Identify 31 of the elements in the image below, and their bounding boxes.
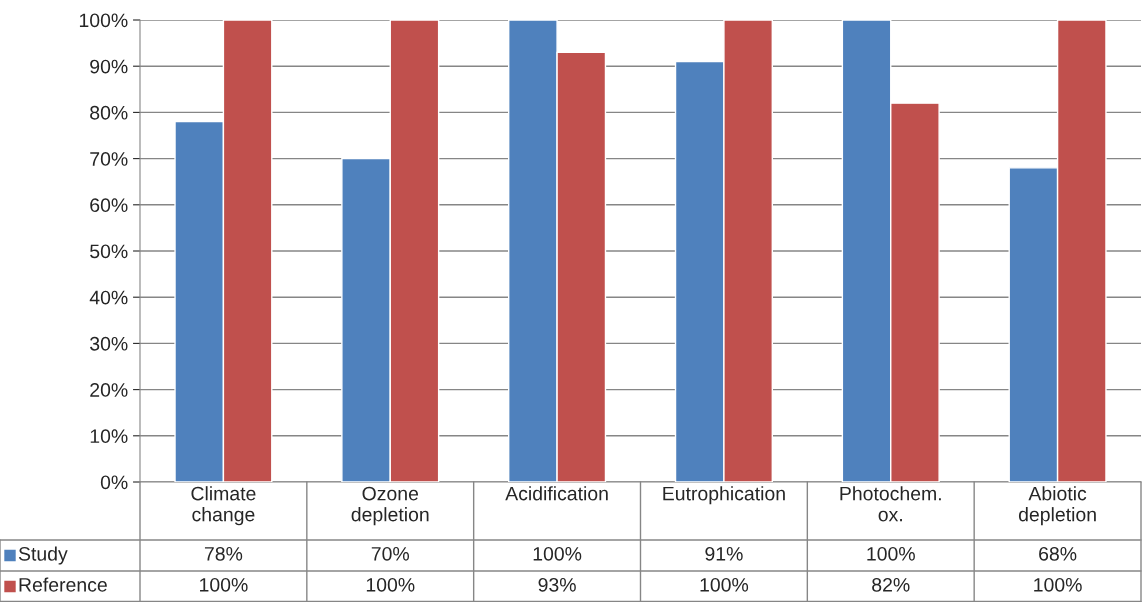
- data-label: 100%: [200, 577, 248, 592]
- data-label: 82%: [872, 577, 910, 592]
- x-tick-label: Acidification: [505, 486, 608, 501]
- legend-label: Reference: [19, 577, 107, 592]
- data-label: 93%: [538, 577, 576, 592]
- data-label: 100%: [700, 577, 749, 592]
- x-tick-label: Photochem. ox.: [840, 486, 941, 522]
- legend-label: Study: [18, 546, 68, 565]
- data-label: 100%: [533, 546, 582, 561]
- y-tick-label: 100%: [79, 13, 128, 28]
- y-tick-label: 40%: [89, 290, 128, 305]
- y-tick-label: 90%: [90, 59, 128, 74]
- data-label: 68%: [1039, 546, 1077, 561]
- y-tick-label: 60%: [90, 198, 128, 213]
- data-label: 78%: [204, 546, 243, 561]
- y-tick-label: 20%: [90, 383, 128, 397]
- data-label: 100%: [366, 577, 415, 592]
- x-tick-label: Eutrophication: [663, 486, 785, 505]
- data-label: 100%: [867, 546, 915, 561]
- x-tick-label: Ozone depletion: [351, 486, 429, 526]
- y-tick-label: 10%: [90, 429, 128, 444]
- y-tick-label: 70%: [90, 152, 128, 166]
- y-tick-label: 80%: [90, 105, 128, 120]
- y-tick-label: 30%: [90, 336, 128, 351]
- data-label: 70%: [371, 546, 410, 561]
- x-tick-label: Climate change: [191, 486, 256, 526]
- y-tick-label: 50%: [90, 244, 128, 259]
- x-tick-label: Abiotic depletion: [1018, 486, 1096, 526]
- y-tick-label: 0%: [100, 475, 128, 490]
- data-label: 100%: [1034, 577, 1082, 592]
- data-label: 91%: [705, 546, 743, 561]
